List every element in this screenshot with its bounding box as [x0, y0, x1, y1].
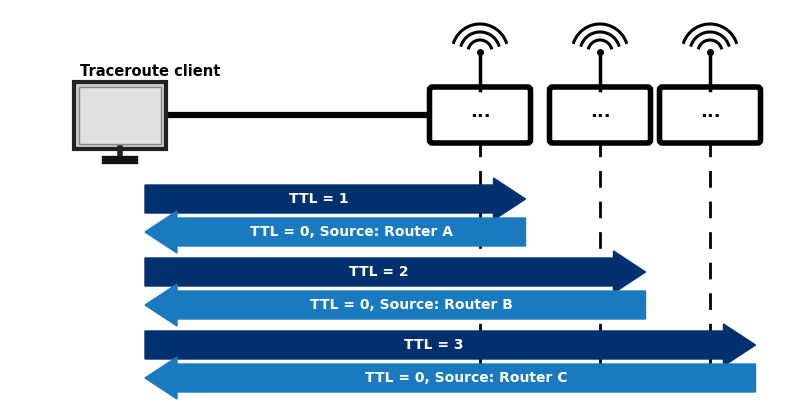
FancyArrow shape — [145, 211, 526, 253]
Text: TTL = 0, Source: Router C: TTL = 0, Source: Router C — [365, 371, 567, 385]
FancyBboxPatch shape — [430, 87, 530, 143]
FancyArrow shape — [145, 178, 526, 220]
Text: TTL = 3: TTL = 3 — [405, 338, 464, 352]
Text: TTL = 0, Source: Router B: TTL = 0, Source: Router B — [310, 298, 513, 312]
Text: TTL = 2: TTL = 2 — [350, 265, 409, 279]
Text: ···: ··· — [470, 108, 490, 126]
FancyArrow shape — [145, 324, 755, 366]
Text: TTL = 0, Source: Router A: TTL = 0, Source: Router A — [250, 225, 453, 239]
FancyBboxPatch shape — [659, 87, 761, 143]
Text: ···: ··· — [700, 108, 720, 126]
FancyBboxPatch shape — [79, 86, 161, 144]
FancyArrow shape — [145, 284, 646, 326]
FancyArrow shape — [145, 357, 755, 399]
Text: ···: ··· — [590, 108, 610, 126]
FancyArrow shape — [145, 251, 646, 293]
FancyBboxPatch shape — [74, 82, 166, 148]
Text: TTL = 1: TTL = 1 — [290, 192, 349, 206]
FancyBboxPatch shape — [550, 87, 650, 143]
Text: Traceroute client: Traceroute client — [80, 64, 220, 80]
